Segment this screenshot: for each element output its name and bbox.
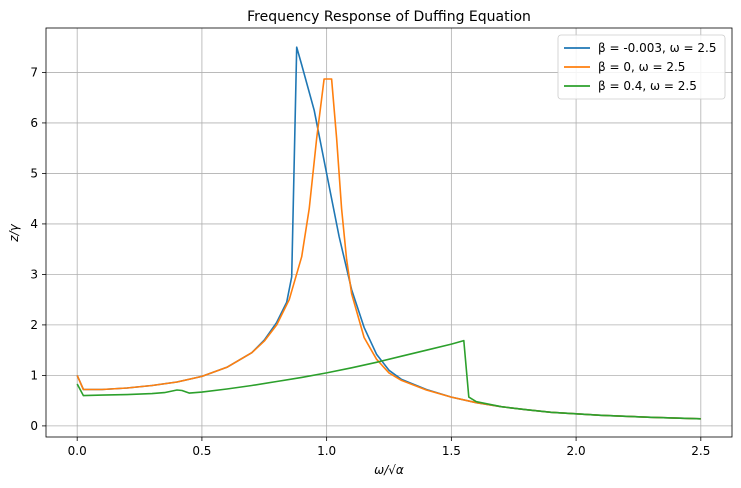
x-ticks: 0.0 0.5 1.0 1.5 2.0 2.5 <box>68 437 710 458</box>
legend-label-2: β = 0, ω = 2.5 <box>598 60 685 74</box>
x-tick-label: 1.0 <box>317 444 336 458</box>
legend: β = -0.003, ω = 2.5 β = 0, ω = 2.5 β = 0.4… <box>557 34 726 100</box>
y-tick-label: 2 <box>30 318 38 332</box>
x-tick-label: 0.0 <box>68 444 87 458</box>
x-tick-label: 2.0 <box>567 444 586 458</box>
grid <box>46 28 732 437</box>
plot-frame <box>45 27 733 438</box>
y-tick-label: 6 <box>30 116 38 130</box>
series-line-3 <box>76 339 701 420</box>
y-axis-label: z/γ <box>7 223 21 242</box>
y-tick-label: 4 <box>30 217 38 231</box>
legend-label-1: β = -0.003, ω = 2.5 <box>598 41 716 55</box>
y-tick-label: 1 <box>30 368 38 382</box>
y-tick-label: 3 <box>30 267 38 281</box>
y-tick-label: 0 <box>30 419 38 433</box>
y-tick-label: 7 <box>30 65 38 79</box>
y-ticks: 0 1 2 3 4 5 6 7 <box>30 65 46 433</box>
x-axis-label: ω/√α <box>374 463 404 477</box>
x-tick-label: 0.5 <box>192 444 211 458</box>
chart-title: Frequency Response of Duffing Equation <box>247 9 531 25</box>
series-lines <box>76 46 701 420</box>
x-tick-label: 1.5 <box>442 444 461 458</box>
y-tick-label: 5 <box>30 166 38 180</box>
legend-box <box>557 34 726 100</box>
legend-label-3: β = 0.4, ω = 2.5 <box>598 79 697 93</box>
x-tick-label: 2.5 <box>691 444 710 458</box>
